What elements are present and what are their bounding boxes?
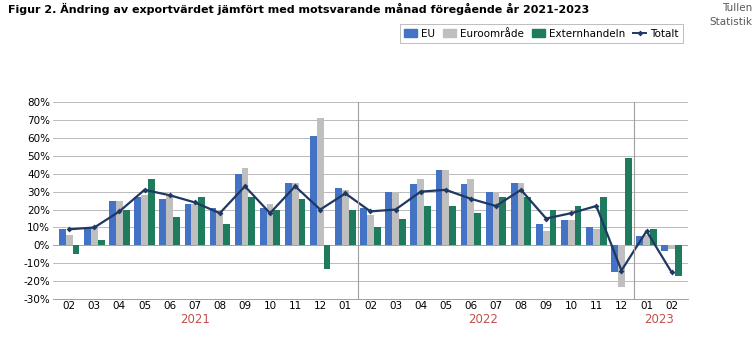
Bar [274, 209, 280, 245]
Bar [373, 227, 380, 245]
Bar [600, 197, 606, 245]
Text: 2023: 2023 [644, 313, 674, 326]
Bar [166, 195, 173, 245]
Bar [474, 213, 481, 245]
Bar [618, 245, 624, 287]
Bar [442, 170, 449, 245]
Bar [84, 227, 91, 245]
Bar [543, 231, 550, 245]
Bar [349, 209, 355, 245]
Text: 2022: 2022 [469, 313, 498, 326]
Bar [650, 229, 657, 245]
Text: Figur 2. Ändring av exportvärdet jämfört med motsvarande månad föregående år 202: Figur 2. Ändring av exportvärdet jämfört… [8, 3, 589, 16]
Bar [98, 240, 104, 245]
Bar [568, 220, 575, 245]
Bar [637, 236, 643, 245]
Bar [367, 215, 373, 245]
Bar [73, 245, 79, 254]
Bar [361, 208, 367, 245]
Bar [235, 174, 242, 245]
Bar [324, 245, 330, 269]
Bar [110, 201, 116, 245]
Bar [668, 245, 675, 249]
Bar [267, 204, 274, 245]
Bar [624, 157, 631, 245]
Bar [184, 204, 191, 245]
Bar [342, 190, 349, 245]
Bar [392, 192, 399, 245]
Bar [198, 197, 205, 245]
Bar [593, 229, 600, 245]
Bar [135, 197, 141, 245]
Bar [160, 199, 166, 245]
Bar [675, 245, 682, 276]
Bar [292, 183, 299, 245]
Bar [260, 208, 267, 245]
Bar [173, 217, 180, 245]
Bar [399, 219, 406, 245]
Bar [575, 206, 581, 245]
Bar [511, 183, 518, 245]
Bar [386, 192, 392, 245]
Bar [486, 192, 493, 245]
Bar [242, 168, 248, 245]
Bar [467, 179, 474, 245]
Bar [435, 170, 442, 245]
Legend: EU, Euroområde, Externhandeln, Totalt: EU, Euroområde, Externhandeln, Totalt [400, 24, 683, 43]
Bar [411, 185, 417, 245]
Bar [536, 224, 543, 245]
Bar [59, 229, 66, 245]
Bar [460, 185, 467, 245]
Bar [643, 235, 650, 245]
Text: Tullen
Statistik: Tullen Statistik [709, 3, 752, 27]
Bar [518, 183, 525, 245]
Bar [612, 245, 618, 272]
Bar [91, 227, 98, 245]
Bar [216, 209, 223, 245]
Bar [417, 179, 424, 245]
Bar [335, 188, 342, 245]
Bar [148, 179, 155, 245]
Bar [493, 192, 499, 245]
Bar [499, 197, 506, 245]
Bar [191, 204, 198, 245]
Bar [141, 195, 148, 245]
Bar [662, 245, 668, 251]
Bar [310, 136, 317, 245]
Bar [209, 208, 216, 245]
Bar [116, 201, 122, 245]
Bar [317, 118, 324, 245]
Bar [561, 220, 568, 245]
Bar [122, 209, 129, 245]
Bar [299, 199, 305, 245]
Bar [223, 224, 230, 245]
Bar [66, 235, 73, 245]
Bar [449, 206, 456, 245]
Bar [525, 197, 531, 245]
Bar [285, 183, 292, 245]
Bar [248, 197, 255, 245]
Text: 2021: 2021 [180, 313, 209, 326]
Bar [550, 209, 556, 245]
Bar [424, 206, 431, 245]
Bar [586, 227, 593, 245]
